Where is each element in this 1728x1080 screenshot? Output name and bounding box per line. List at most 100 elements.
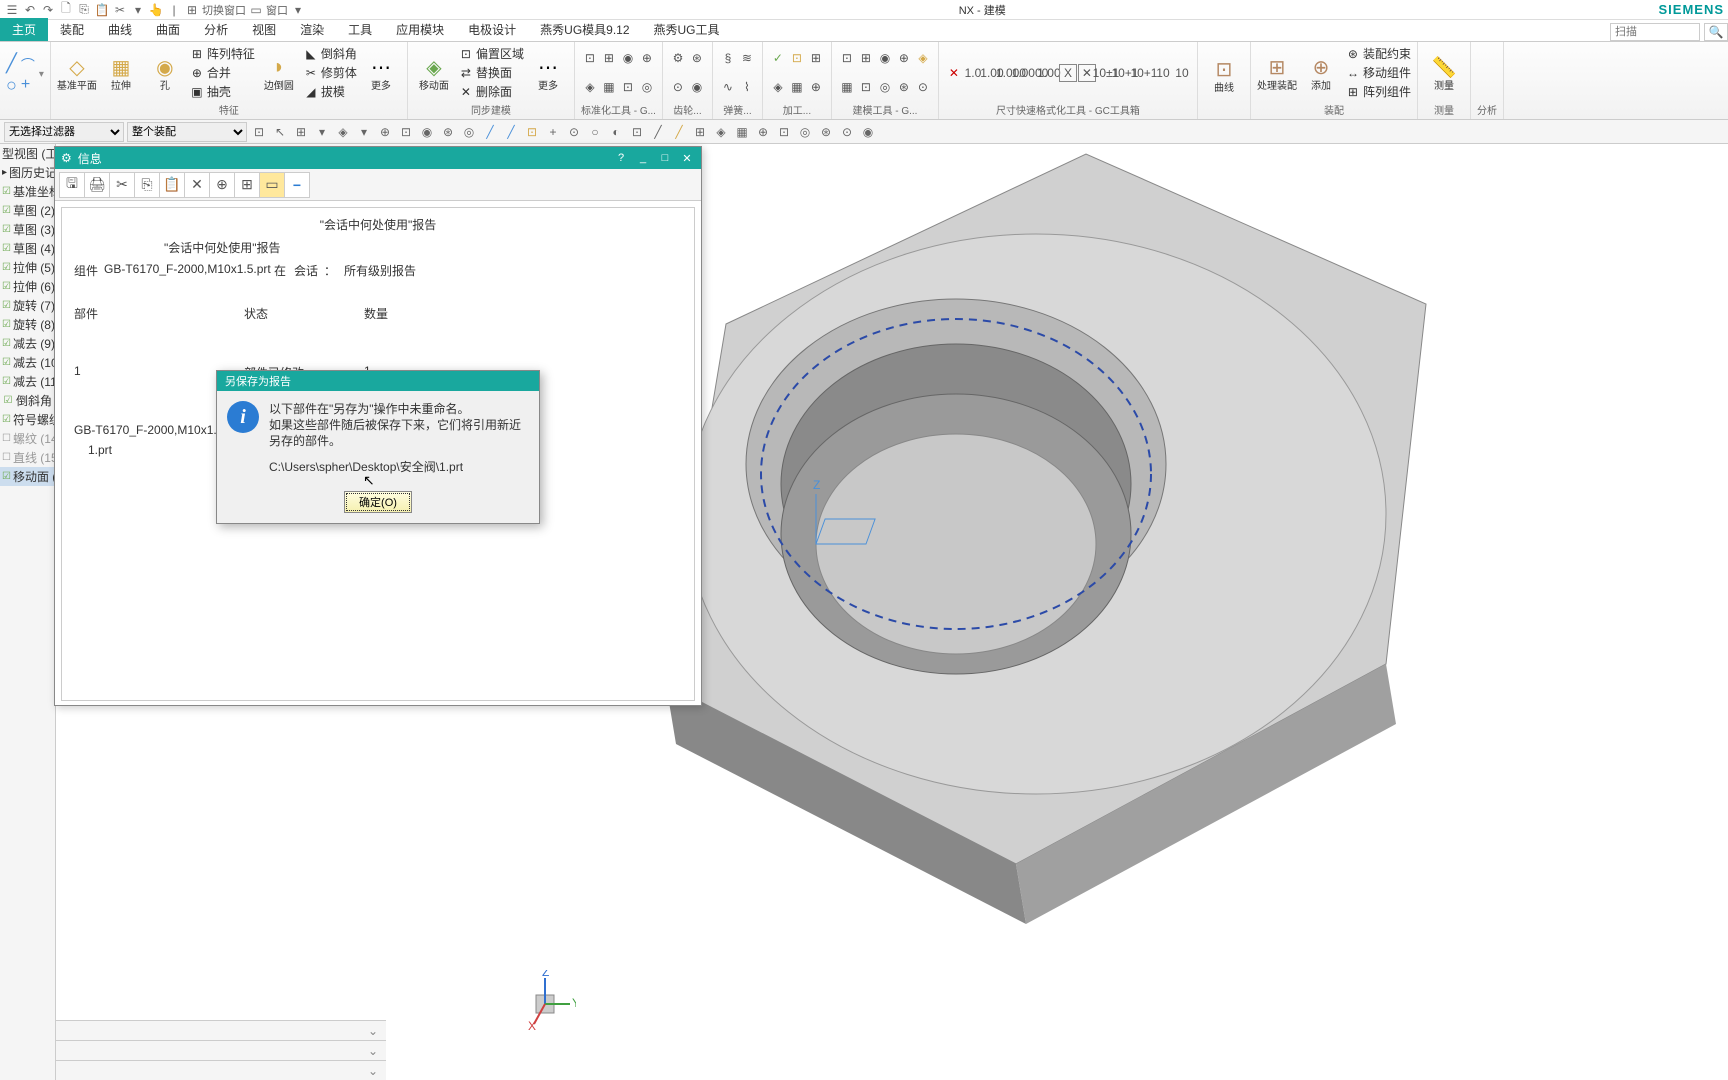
pattern-button[interactable]: ⊞阵列特征 <box>189 45 255 63</box>
line-icon[interactable]: ╱ <box>6 53 17 74</box>
tab-analysis[interactable]: 分析 <box>192 18 240 41</box>
tb-icon[interactable]: ╱ <box>670 123 688 141</box>
copy-icon[interactable]: ⎘ <box>134 172 160 198</box>
tb-icon[interactable]: ⊞ <box>691 123 709 141</box>
tb-icon[interactable]: ○ <box>586 123 604 141</box>
tree-node[interactable]: ☑符号螺纹 <box>0 410 55 429</box>
switch-window-label[interactable]: 切换窗口 <box>202 2 246 18</box>
tb-icon[interactable]: ◉ <box>418 123 436 141</box>
help-icon[interactable]: ? <box>613 150 629 166</box>
filter-select-2[interactable]: 整个装配 <box>127 122 247 142</box>
tree-node[interactable]: ☑减去 (10) <box>0 353 55 372</box>
tab-electrode[interactable]: 电极设计 <box>456 18 528 41</box>
tree-node[interactable]: ☑旋转 (7) <box>0 296 55 315</box>
tab-home[interactable]: 主页 <box>0 18 48 41</box>
touch-icon[interactable]: 👆 <box>148 2 164 18</box>
plus-icon[interactable]: + <box>21 76 35 94</box>
minimize-icon[interactable]: _ <box>635 150 651 166</box>
tree-node-selected[interactable]: ☑移动面 ( <box>0 467 55 486</box>
save-icon[interactable]: 🗋 <box>58 2 74 18</box>
tb-icon[interactable]: ⊡ <box>775 123 793 141</box>
highlight-icon[interactable]: ▭ <box>259 172 285 198</box>
window-icon[interactable]: ⊞ <box>184 2 200 18</box>
tb-icon[interactable]: ⊡ <box>523 123 541 141</box>
tree-history[interactable]: ▸图历史记录 <box>0 163 55 182</box>
replace-face-button[interactable]: ⇄替换面 <box>458 64 524 82</box>
draft-button[interactable]: ◢拔模 <box>303 83 357 101</box>
more-icon[interactable]: ▾ <box>130 2 146 18</box>
move-face-button[interactable]: ◈移动面 <box>414 53 454 92</box>
move-component-button[interactable]: ↔移动组件 <box>1345 64 1411 82</box>
undo-icon[interactable]: ↶ <box>22 2 38 18</box>
tree-node[interactable]: ☑减去 (9) <box>0 334 55 353</box>
extrude-button[interactable]: ▦拉伸 <box>101 53 141 92</box>
hole-button[interactable]: ◉孔 <box>145 53 185 92</box>
tree-node[interactable]: ☑旋转 (8) <box>0 315 55 334</box>
tb-icon[interactable]: ◎ <box>796 123 814 141</box>
tab-view[interactable]: 视图 <box>240 18 288 41</box>
trim-button[interactable]: ✂修剪体 <box>303 64 357 82</box>
window-btn-icon[interactable]: ▭ <box>248 2 264 18</box>
tb-icon[interactable]: ⊡ <box>250 123 268 141</box>
tb-icon[interactable]: ◉ <box>859 123 877 141</box>
paste-icon[interactable]: 📋 <box>159 172 185 198</box>
tab-app[interactable]: 应用模块 <box>384 18 456 41</box>
offset-region-button[interactable]: ⊡偏置区域 <box>458 45 524 63</box>
tb-icon[interactable]: ╱ <box>649 123 667 141</box>
measure-button[interactable]: 📏测量 <box>1424 53 1464 92</box>
shell-button[interactable]: ▣抽壳 <box>189 83 255 101</box>
delete-face-button[interactable]: ✕删除面 <box>458 83 524 101</box>
ok-button[interactable]: 确定(O) <box>344 491 412 513</box>
close-icon[interactable]: ✕ <box>679 150 695 166</box>
tb-icon[interactable]: ⊙ <box>838 123 856 141</box>
view-triad[interactable]: Z Y X <box>516 970 576 1030</box>
tree-node[interactable]: ☑草图 (3) <box>0 220 55 239</box>
panel-collapse[interactable]: ⌄ <box>56 1060 386 1080</box>
find-icon[interactable]: ⊕ <box>209 172 235 198</box>
gear-icon[interactable]: ⚙ <box>61 151 72 165</box>
add-component-button[interactable]: ⊕添加 <box>1301 53 1341 92</box>
tree-node[interactable]: ☑倒斜角 <box>0 391 55 410</box>
tree-node[interactable]: ☑草图 (2) <box>0 201 55 220</box>
tb-icon[interactable]: + <box>544 123 562 141</box>
redo-icon[interactable]: ↷ <box>40 2 56 18</box>
panel-collapse[interactable]: ⌄ <box>56 1020 386 1040</box>
pattern-component-button[interactable]: ⊞阵列组件 <box>1345 83 1411 101</box>
tree-node[interactable]: ☑基准坐标 <box>0 182 55 201</box>
filter-icon[interactable]: ⊞ <box>234 172 260 198</box>
tb-icon[interactable]: ◈ <box>712 123 730 141</box>
assembly-constraint-button[interactable]: ⊛装配约束 <box>1345 45 1411 63</box>
edge-blend-button[interactable]: ◗边倒圆 <box>259 53 299 92</box>
tab-yanxiu2[interactable]: 燕秀UG工具 <box>642 18 732 41</box>
tree-node[interactable]: ☐螺纹 (14 <box>0 429 55 448</box>
tree-node[interactable]: ☑拉伸 (6) <box>0 277 55 296</box>
maximize-icon[interactable]: □ <box>657 150 673 166</box>
tree-node[interactable]: ☐直线 (15) <box>0 448 55 467</box>
tab-curve[interactable]: 曲线 <box>96 18 144 41</box>
tb-icon[interactable]: ⊕ <box>754 123 772 141</box>
tb-icon[interactable]: ▾ <box>355 123 373 141</box>
tree-node[interactable]: ☑减去 (11) <box>0 372 55 391</box>
print-icon[interactable]: 🖨 <box>84 172 110 198</box>
tb-icon[interactable]: ╱ <box>481 123 499 141</box>
tb-icon[interactable]: ╱ <box>502 123 520 141</box>
tab-tools[interactable]: 工具 <box>336 18 384 41</box>
process-assembly-button[interactable]: ⊞处理装配 <box>1257 53 1297 92</box>
tb-icon[interactable]: ▦ <box>733 123 751 141</box>
arc-icon[interactable]: ⌒ <box>21 55 35 75</box>
chamfer-button[interactable]: ◣倒斜角 <box>303 45 357 63</box>
panel-collapse[interactable]: ⌄ <box>56 1040 386 1060</box>
tab-assembly[interactable]: 装配 <box>48 18 96 41</box>
tb-icon[interactable]: ⊙ <box>565 123 583 141</box>
dialog-title[interactable]: 另保存为报告 <box>217 371 539 391</box>
unite-button[interactable]: ⊕合并 <box>189 64 255 82</box>
cut-icon[interactable]: ✂ <box>112 2 128 18</box>
tab-surface[interactable]: 曲面 <box>144 18 192 41</box>
menu-icon[interactable]: ☰ <box>4 2 20 18</box>
tb-icon[interactable]: ▾ <box>313 123 331 141</box>
dropdown-icon[interactable]: ▾ <box>39 69 44 80</box>
tree-node[interactable]: ☑拉伸 (5) <box>0 258 55 277</box>
save-icon[interactable]: 🖫 <box>59 172 85 198</box>
command-search-input[interactable] <box>1610 23 1700 41</box>
tb-icon[interactable]: ⊡ <box>397 123 415 141</box>
